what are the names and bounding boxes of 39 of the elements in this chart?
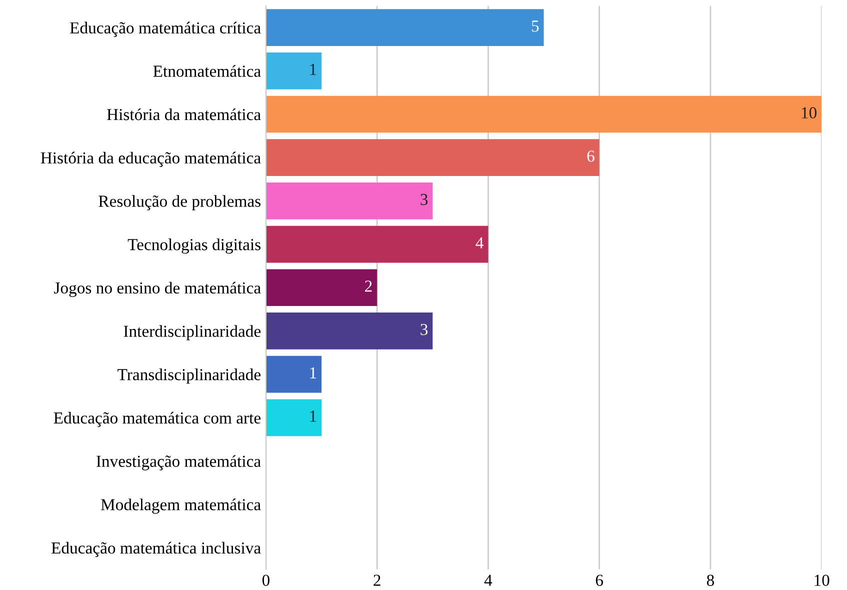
bar	[266, 226, 488, 263]
data-label: 3	[420, 324, 428, 336]
y-tick-label: Resolução de problemas	[98, 195, 260, 210]
data-label: 6	[587, 150, 594, 162]
y-tick-label: Jogos no ensino de matemática	[54, 282, 261, 298]
y-tick-label: História da educação matemática	[40, 152, 261, 167]
y-tick-label: Educação matemática inclusiva	[51, 542, 261, 558]
bar	[266, 312, 433, 350]
y-tick-label: Modelagem matemática	[100, 498, 261, 514]
y-tick-label: Educação matemática crítica	[70, 22, 261, 37]
x-tick-label: 2	[374, 574, 380, 586]
y-tick-label: Etnomatemática	[153, 65, 261, 77]
data-label: 1	[310, 367, 316, 378]
bar	[266, 399, 322, 436]
data-label: 10	[802, 107, 817, 118]
data-label: 5	[532, 20, 539, 32]
bar	[266, 52, 322, 90]
bar	[266, 269, 378, 306]
data-label: 1	[310, 64, 316, 75]
data-label: 3	[420, 194, 428, 206]
y-tick-label: Educação matemática com arte	[54, 412, 261, 427]
y-tick-label: Investigação matemática	[96, 455, 261, 470]
y-tick-label: Tecnologias digitais	[128, 238, 260, 254]
y-tick-label: Interdisciplinaridade	[124, 325, 261, 340]
bar	[266, 9, 544, 46]
bar	[266, 139, 600, 176]
y-tick-label: História da matemática	[107, 108, 261, 120]
data-label: 4	[476, 237, 484, 248]
data-label: 1	[310, 410, 316, 422]
x-tick-label: 4	[484, 574, 492, 586]
x-tick-label: 0	[262, 574, 270, 586]
x-tick-label: 6	[596, 574, 604, 586]
data-label: 2	[365, 280, 372, 292]
bar	[266, 96, 822, 133]
y-tick-label: Transdisciplinaridade	[118, 368, 261, 384]
x-tick-label: 8	[706, 574, 714, 586]
bar	[266, 356, 322, 393]
bar	[266, 182, 433, 220]
x-tick-label: 10	[814, 574, 830, 586]
